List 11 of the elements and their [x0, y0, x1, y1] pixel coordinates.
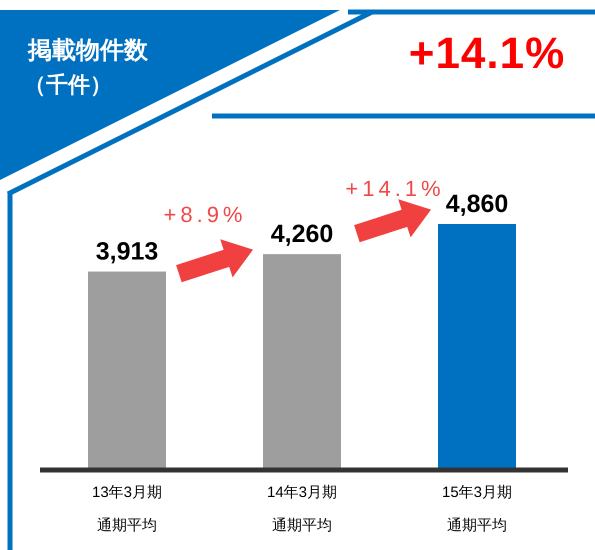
text: +14.1%: [408, 29, 566, 78]
annotation: +8.9%: [164, 202, 246, 227]
data-label: 3,913: [96, 238, 158, 266]
data-label: 4,260: [270, 220, 334, 248]
data-label: 4,860: [446, 190, 508, 218]
x-tick-label: 13年3月期通期平均: [92, 484, 162, 534]
text: +14.1%: [345, 176, 445, 201]
x-tick-label: 15年3月期通期平均: [442, 484, 512, 534]
chart-title: 掲載物件数: [27, 37, 149, 64]
chart-subtitle: （千件）: [24, 72, 112, 97]
x-tick-label: 14年3月期通期平均: [266, 484, 338, 534]
